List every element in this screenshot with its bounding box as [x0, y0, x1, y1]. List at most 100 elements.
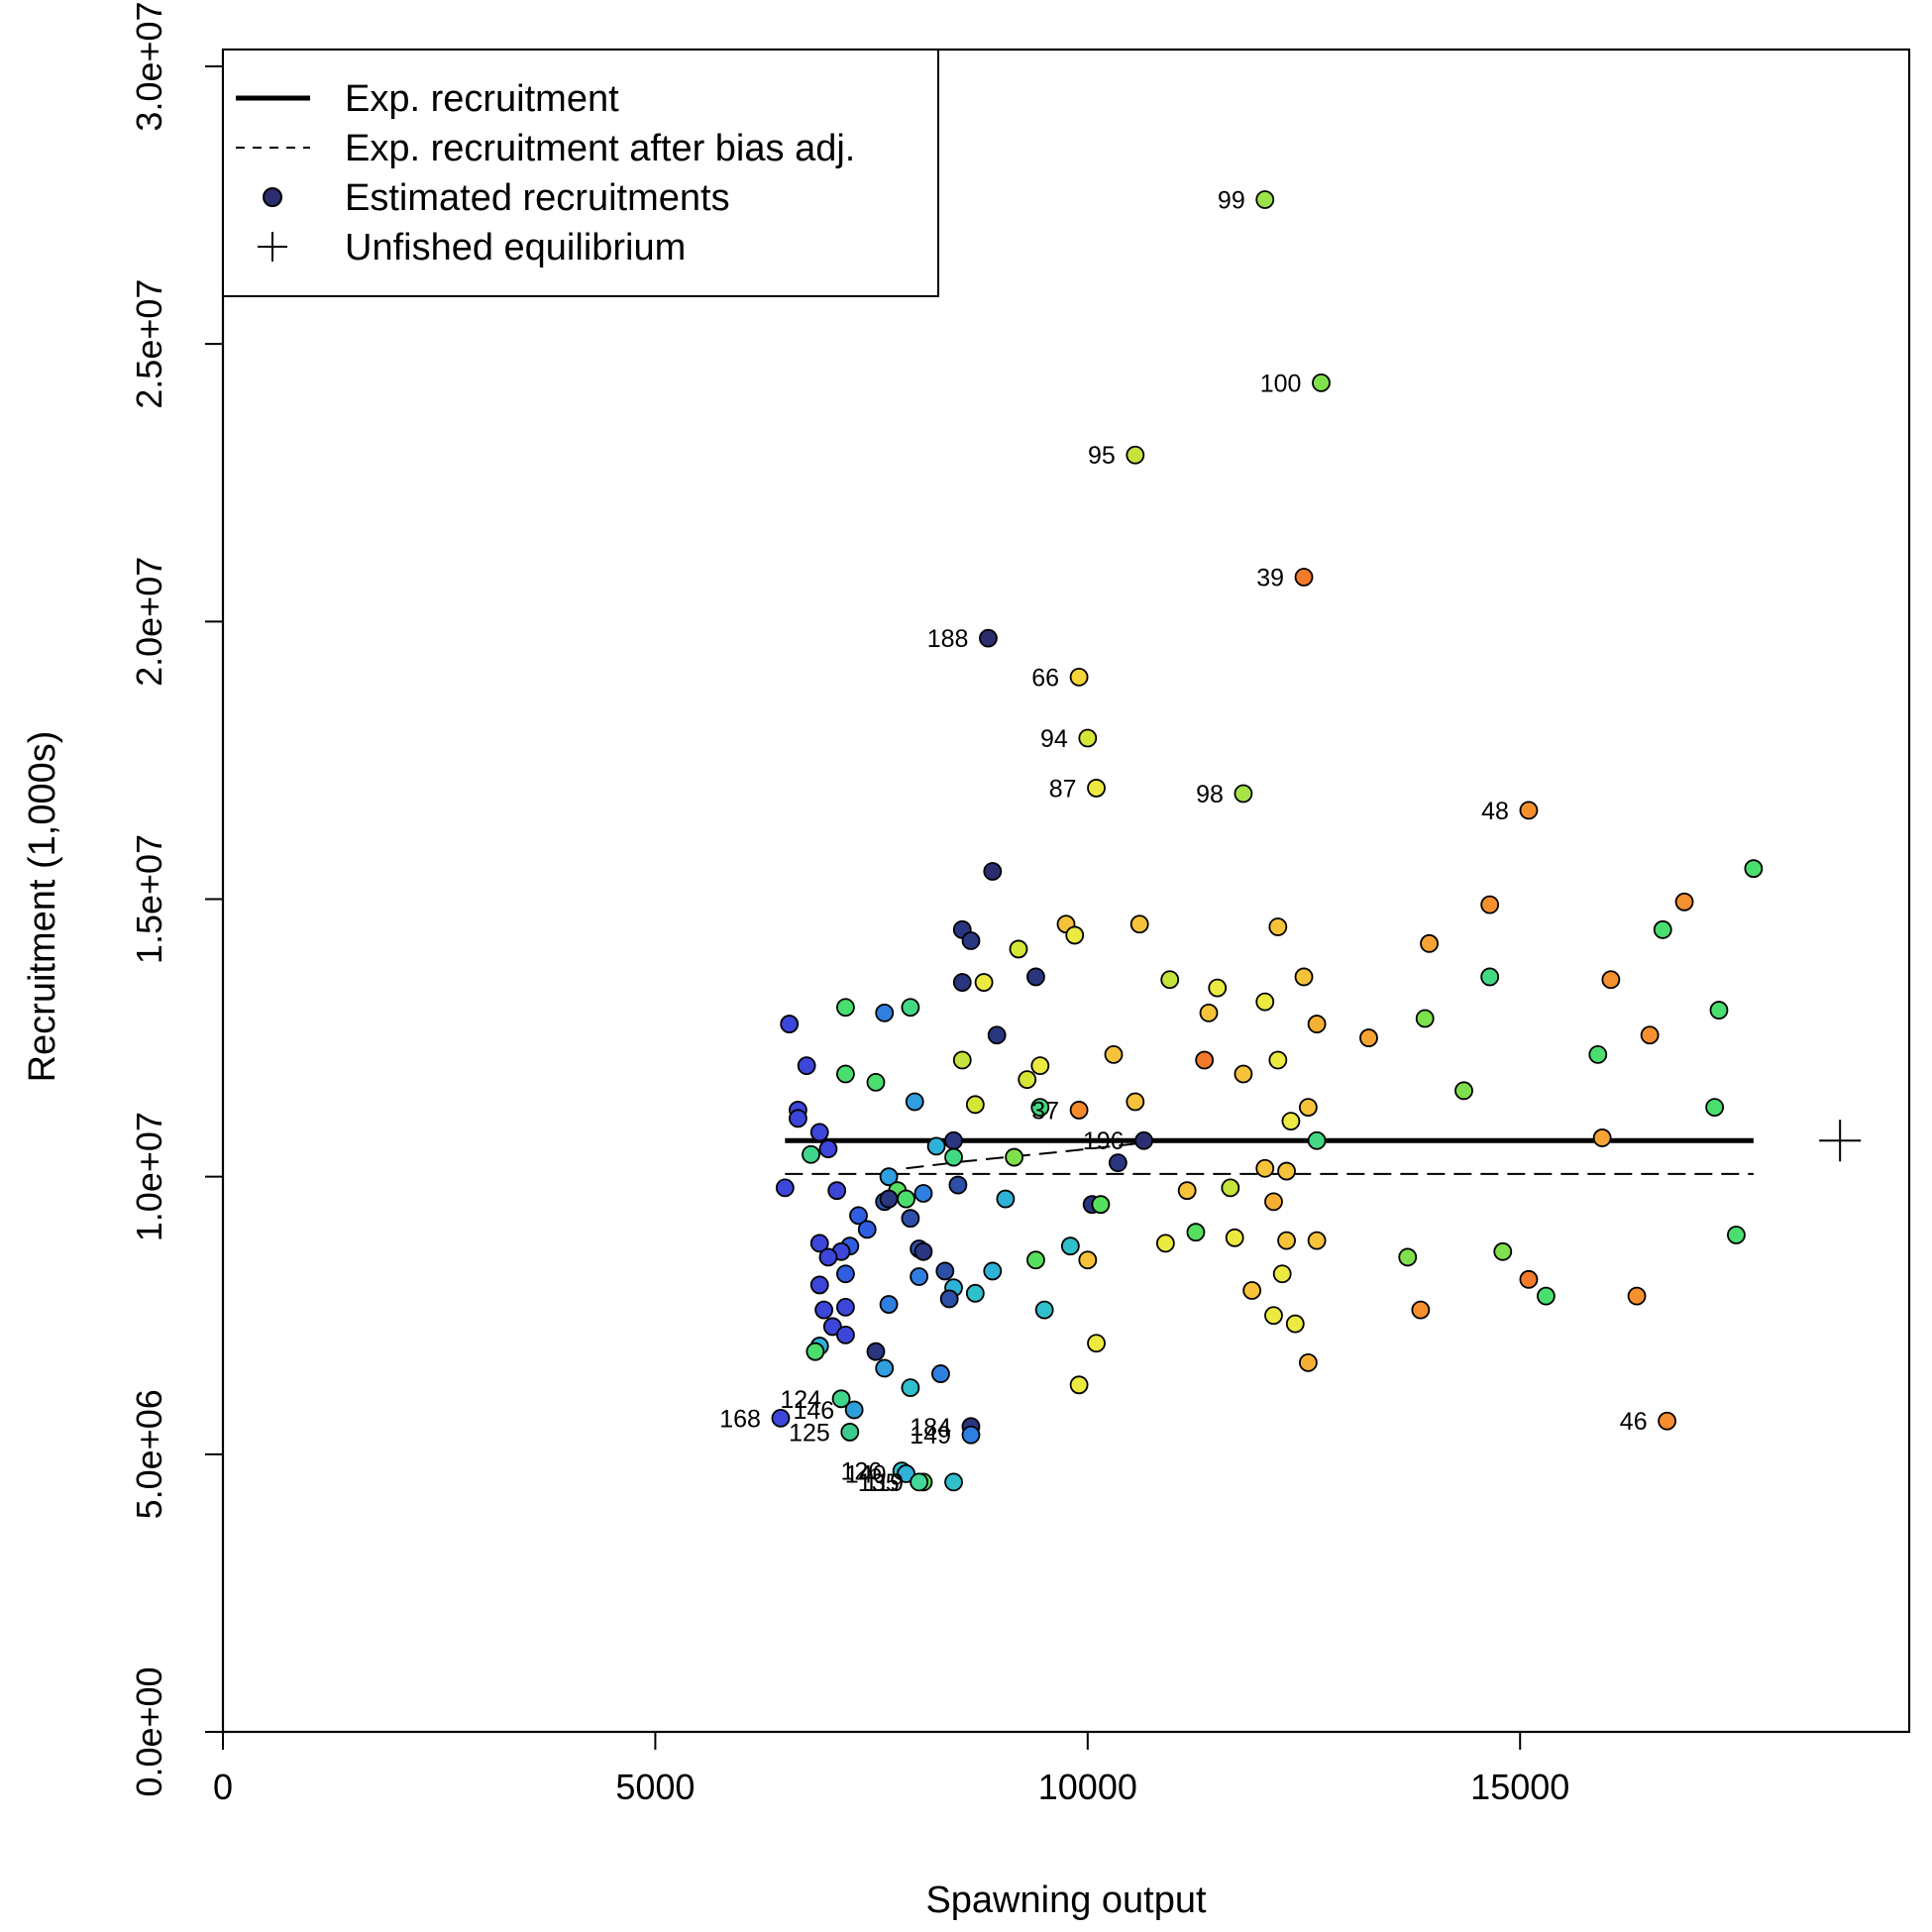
recruitment-point: [1519, 1269, 1539, 1289]
point-label: 66: [1031, 664, 1059, 692]
recruitment-point: [1264, 1306, 1283, 1326]
recruitment-point: [1009, 939, 1028, 959]
recruitment-point: [944, 1472, 963, 1492]
recruitment-point: [910, 1472, 929, 1492]
recruitment-point: [844, 1400, 864, 1420]
recruitment-point: [901, 1209, 920, 1229]
recruitment-point: [822, 1317, 842, 1337]
recruitment-point: [1298, 1352, 1318, 1372]
recruitment-point: [1208, 978, 1228, 998]
recruitment-point: [996, 1189, 1016, 1209]
recruitment-point: [1225, 1228, 1244, 1247]
legend-label-estimated: Estimated recruitments: [345, 177, 730, 219]
x-axis-title: Spawning output: [925, 1879, 1207, 1921]
recruitment-point: [944, 1130, 963, 1150]
recruitment-point: [1078, 1250, 1098, 1270]
point-label: 46: [1620, 1408, 1648, 1436]
point-label: 94: [1040, 725, 1068, 753]
recruitment-point: [840, 1423, 860, 1442]
recruitment-point: [931, 1364, 950, 1383]
recruitment-point: [983, 862, 1003, 881]
recruitment-point: [1234, 784, 1253, 804]
recruitment-point: [1026, 1250, 1045, 1270]
recruitment-point: [974, 973, 994, 992]
recruitment-point: [1359, 1028, 1378, 1047]
recruitment-point: [1034, 1300, 1054, 1320]
legend-label-bias-adj: Exp. recruitment after bias adj.: [345, 128, 855, 169]
recruitment-point: [1294, 967, 1314, 987]
recruitment-point: [935, 1261, 955, 1281]
recruitment-point: [866, 1342, 886, 1361]
recruitment-point: [1264, 1192, 1283, 1212]
recruitment-point: [818, 1247, 838, 1267]
recruitment-point: [1480, 895, 1500, 914]
recruitment-point: [814, 1300, 834, 1320]
recruitment-point: [1627, 1286, 1647, 1306]
point-label: 95: [1088, 442, 1116, 470]
recruitment-point: [1653, 919, 1672, 939]
recruitment-point: [879, 1189, 899, 1209]
recruitment-point: [901, 1378, 920, 1397]
point-label: 146: [793, 1397, 834, 1425]
recruitment-point: [1060, 1236, 1080, 1256]
recruitment-point: [836, 1264, 855, 1284]
point-label: 135: [858, 1469, 900, 1497]
recruitment-point: [866, 1073, 886, 1092]
recruitment-point: [1592, 1128, 1612, 1147]
recruitment-point: [1129, 914, 1149, 934]
recruitment-point: [875, 1003, 895, 1022]
y-tick-label: 2.0e+07: [129, 557, 169, 687]
recruitment-point: [1195, 1050, 1215, 1070]
recruitment-point: [1640, 1025, 1660, 1045]
recruitment-point: [789, 1109, 807, 1128]
recruitment-point: [961, 1425, 981, 1445]
recruitment-point: [1155, 1234, 1175, 1253]
point-label: 140: [845, 1460, 887, 1488]
recruitment-point: [1658, 1411, 1677, 1431]
bias-adjusted-line: [906, 1140, 1149, 1170]
recruitment-point: [1026, 967, 1045, 987]
recruitment-point: [1234, 1064, 1253, 1084]
recruitment-point: [1087, 779, 1106, 798]
recruitment-point: [1177, 1181, 1197, 1201]
legend: Exp. recruitment Exp. recruitment after …: [222, 49, 939, 297]
x-axis: 0 5000 10000 15000: [213, 1732, 1569, 1807]
recruitment-point: [1268, 917, 1288, 936]
recruitment-point: [836, 1064, 855, 1084]
recruitment-point: [1420, 933, 1439, 953]
recruitment-point: [1078, 728, 1098, 748]
y-tick-label: 1.5e+07: [129, 834, 169, 964]
recruitment-point: [913, 1241, 933, 1261]
recruitment-point: [802, 1144, 820, 1164]
recruitment-point: [836, 998, 855, 1018]
recruitment-point: [836, 1325, 855, 1344]
recruitment-point: [1104, 1044, 1124, 1064]
y-tick-label: 5.0e+06: [129, 1389, 169, 1519]
recruitment-point: [1307, 1130, 1327, 1150]
recruitment-point: [1480, 967, 1500, 987]
recruitment-point: [952, 1050, 972, 1070]
point-label: 168: [719, 1405, 761, 1433]
recruitment-point: [1255, 190, 1275, 209]
recruitment-point: [780, 1015, 800, 1033]
point-label: 87: [1049, 775, 1077, 803]
recruitment-point: [1519, 801, 1539, 820]
recruitment-point: [1255, 1158, 1275, 1178]
recruitment-point: [1398, 1247, 1418, 1267]
recruitment-point: [939, 1289, 959, 1309]
point-label: 125: [789, 1419, 830, 1447]
recruitment-point: [1307, 1231, 1327, 1250]
recruitment-point: [1126, 1092, 1145, 1112]
recruitment-point: [1065, 925, 1085, 945]
y-axis: 0.0e+00 5.0e+06 1.0e+07 1.5e+07 2.0e+07 2.5e+…: [129, 1, 223, 1797]
y-tick-label: 2.5e+07: [129, 279, 169, 409]
point-label: 124: [780, 1386, 821, 1414]
point-label: 188: [927, 625, 969, 653]
recruitment-point: [1242, 1281, 1262, 1300]
point-label: 149: [910, 1422, 951, 1449]
recruitment-point: [831, 1389, 851, 1409]
y-tick-label: 0.0e+00: [129, 1666, 169, 1796]
recruitment-point: [1126, 445, 1145, 465]
point-label: 126: [840, 1458, 882, 1486]
